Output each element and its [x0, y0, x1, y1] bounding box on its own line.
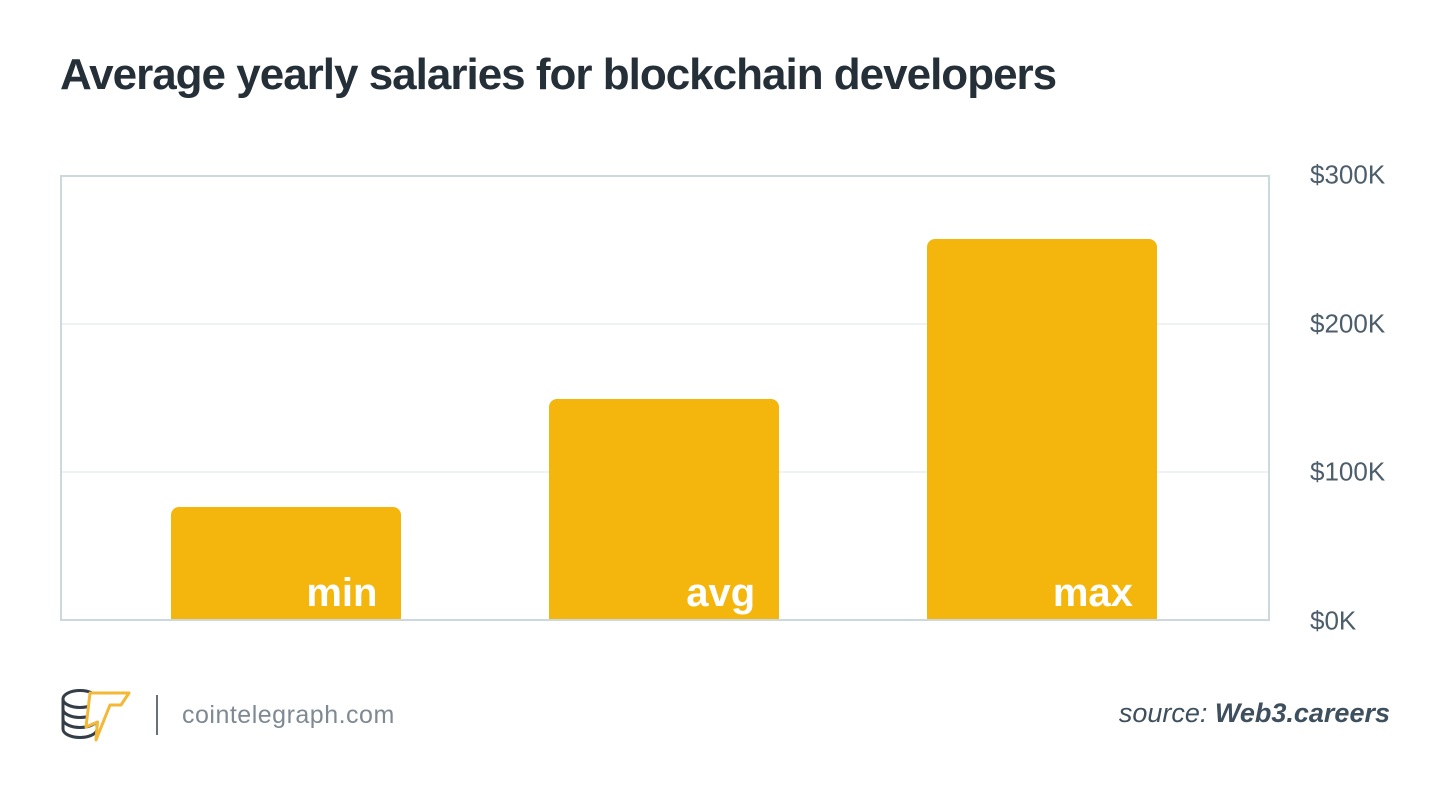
footer: cointelegraph.com: [60, 686, 395, 744]
footer-divider: [156, 695, 158, 735]
site-name: cointelegraph.com: [182, 700, 395, 729]
cointelegraph-logo-icon: [61, 689, 131, 742]
y-tick-label: $300K: [1310, 159, 1386, 190]
bar-avg: avg: [548, 399, 780, 619]
gridline: [62, 323, 1268, 326]
bar-min: min: [171, 507, 402, 619]
bar-label-max: max: [1052, 571, 1133, 615]
bar-label-avg: avg: [686, 571, 756, 615]
source-attribution: source: Web3.careers: [1119, 698, 1390, 729]
chart-title: Average yearly salaries for blockchain d…: [60, 50, 1057, 99]
plot-area: min avg max: [60, 175, 1270, 621]
source-name: Web3.careers: [1214, 698, 1390, 728]
bar-max: max: [926, 238, 1157, 619]
source-prefix: source:: [1118, 698, 1215, 728]
y-axis: $0K $100K $200K $300K: [1310, 160, 1440, 636]
y-tick-label: $0K: [1310, 605, 1357, 636]
bar-label-min: min: [306, 571, 378, 615]
y-tick-label: $100K: [1310, 456, 1386, 487]
y-tick-label: $200K: [1310, 308, 1386, 339]
